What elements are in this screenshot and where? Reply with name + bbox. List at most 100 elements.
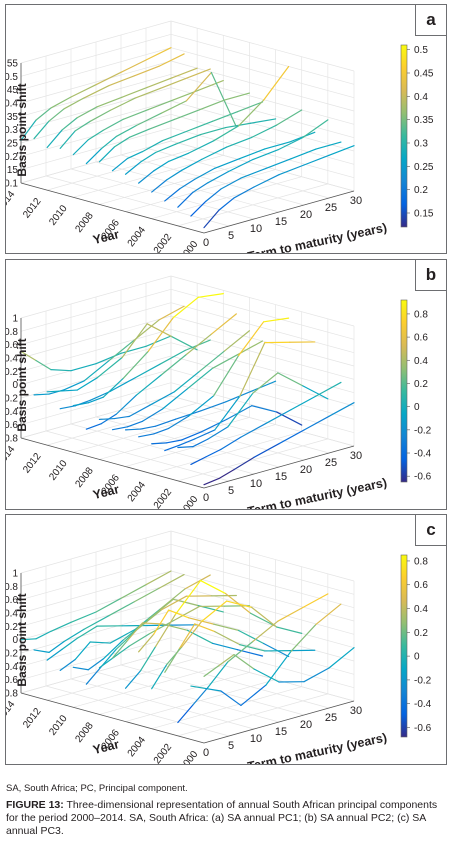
series-line-segment [302, 385, 329, 400]
series-line-segment [87, 658, 104, 671]
series-line-segment [133, 587, 160, 603]
series-line-segment [96, 96, 123, 108]
series-line-segment [253, 443, 280, 458]
colorbar-tick-label: 0.6 [414, 333, 428, 344]
x-tick-label: 10 [250, 733, 262, 745]
series-line-segment [95, 71, 122, 86]
gridline [125, 679, 276, 722]
gridline [47, 402, 198, 446]
series-line-segment [239, 148, 266, 160]
series-line-segment [192, 686, 209, 706]
series-line-segment [153, 609, 170, 635]
series-line-segment [290, 148, 317, 160]
series-line-segment [223, 330, 251, 352]
series-line-segment [102, 377, 124, 398]
series-line-segment [233, 654, 255, 670]
series-line-segment [168, 609, 190, 619]
gridline [95, 671, 280, 723]
series-line-segment [102, 639, 124, 660]
series-line-segment [111, 426, 129, 431]
series-line-segment [95, 352, 122, 365]
z-tick-label: 0.1 [6, 179, 18, 190]
grid [20, 20, 355, 234]
gridline [177, 693, 328, 737]
series-line-segment [328, 145, 355, 156]
series-line-segment [227, 392, 254, 428]
z-tick-label: 0.35 [6, 112, 18, 123]
z-tick-label: 0.4 [6, 609, 18, 620]
gridline [70, 678, 255, 730]
series-line-segment [276, 109, 303, 126]
series-line-segment [124, 428, 142, 431]
z-tick-label: -0.6 [6, 675, 18, 686]
series-line-segment [168, 152, 190, 163]
series-line-segment [63, 628, 85, 643]
z-tick-label: 0 [12, 380, 18, 391]
series-line-segment [302, 593, 329, 609]
series-line-segment [151, 179, 168, 193]
y-tick-label: 2010 [47, 203, 70, 228]
series-line-segment [218, 469, 235, 480]
series-line-segment [253, 174, 280, 188]
series-line-segment [160, 595, 187, 611]
colorbar-tick-label: 0.4 [414, 92, 428, 103]
series-line-segment [147, 598, 174, 621]
series-line-segment [145, 335, 172, 347]
y-tick-label: 2012 [21, 706, 44, 731]
colorbar-tick-label: 0.8 [414, 556, 428, 567]
series-line-segment [89, 641, 111, 644]
series-line-segment [276, 626, 303, 634]
gridline [70, 168, 255, 220]
gridline [151, 431, 302, 475]
gridline [170, 543, 355, 595]
series-line-segment [74, 641, 91, 661]
series-line-segment [135, 112, 162, 127]
series-line-segment [121, 323, 148, 359]
series-line-segment [199, 126, 227, 136]
x-tick-label: 25 [325, 712, 337, 724]
gridline [170, 140, 355, 192]
y-tick-label: 2004 [126, 224, 149, 249]
z-tick-label: 0.6 [6, 340, 18, 351]
series-line-segment [251, 124, 278, 138]
series-line-segment [265, 158, 292, 170]
gridline [170, 302, 355, 354]
x-axis-line [203, 445, 355, 489]
gridline [170, 328, 355, 380]
series-line-segment [240, 684, 267, 707]
colorbar-tick-label: -0.4 [414, 699, 432, 710]
z-tick-label: 0.2 [6, 622, 18, 633]
series-line-segment [33, 120, 50, 140]
gridline [170, 610, 355, 662]
z-axis-title: Basis point shift [15, 338, 29, 431]
series-line-segment [120, 584, 147, 599]
series-line-segment [211, 642, 239, 651]
series-line-segment [59, 130, 76, 149]
series-line-segment [223, 92, 251, 101]
x-axis-line [203, 700, 355, 744]
series-line-segment [160, 353, 187, 376]
colorbar-tick-label: 0.2 [414, 628, 428, 639]
chart-c-svg: 0510152025302000200220042006200820102012… [6, 530, 432, 764]
series-line-segment [188, 395, 215, 417]
series-line-segment [194, 623, 216, 633]
gridline [47, 147, 198, 191]
series-line-segment [205, 448, 222, 458]
series-line-segment [263, 317, 290, 323]
series-line-segment [113, 645, 131, 658]
series-line-segment [210, 313, 237, 335]
x-tick-label: 15 [275, 216, 287, 228]
series-line-segment [115, 124, 137, 138]
series-line-segment [166, 169, 183, 181]
chart-b-svg: 0510152025302000200220042006200820102012… [6, 275, 432, 509]
colorbar-tick-label: 0 [414, 402, 420, 413]
series-line-segment [154, 418, 177, 427]
series-line-segment [83, 359, 110, 382]
series-line-segment [59, 405, 76, 410]
series-line-segment [315, 381, 342, 397]
series-line-segment [278, 164, 305, 176]
y-axis-title: Year [92, 482, 121, 502]
x-tick-label: 20 [300, 719, 312, 731]
gridline [170, 47, 355, 99]
series-line-segment [214, 395, 241, 431]
